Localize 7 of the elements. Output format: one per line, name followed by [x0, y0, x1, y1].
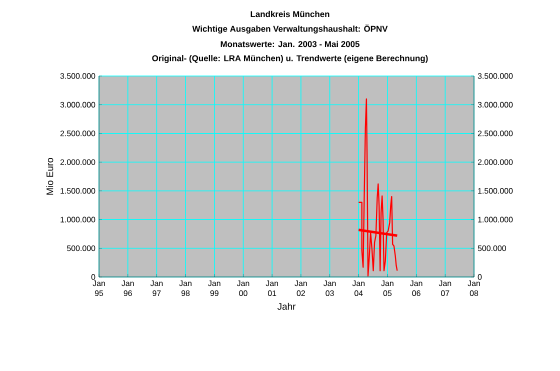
- line-series: [358, 98, 398, 276]
- text: Original- (Quelle: LRA München) u. Trendwerte (eigene Berechnung): [152, 55, 428, 63]
- y-axis-title: Mio Euro: [46, 158, 54, 195]
- chart-title: Landkreis München: [250, 10, 330, 18]
- chart-subtitle: Wichtige Ausgaben Verwaltungshaushalt: ÖPNV: [192, 24, 388, 34]
- x-axis-title: Jahr: [277, 302, 296, 310]
- text: Monatswerte: Jan. 2003 - Mai 2005: [220, 40, 360, 48]
